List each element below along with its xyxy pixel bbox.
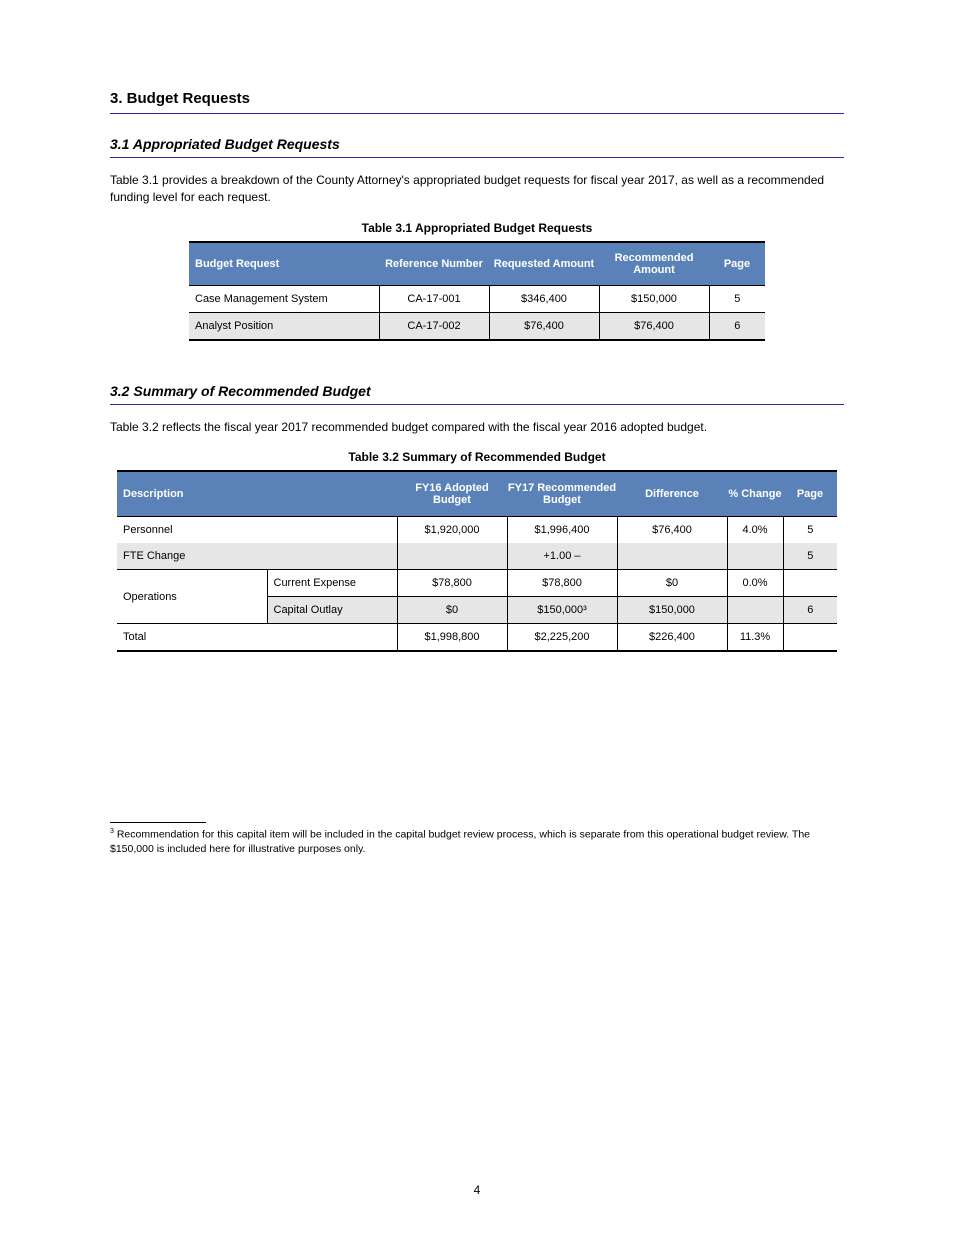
table-cell: Capital Outlay <box>267 597 397 624</box>
table-cell: $76,400 <box>617 517 727 544</box>
table-header-cell: Difference <box>617 471 727 517</box>
table-cell: $150,000 <box>599 285 709 312</box>
table-cell: $346,400 <box>489 285 599 312</box>
footnote: 3 Recommendation for this capital item w… <box>110 827 844 856</box>
table-cell <box>397 543 507 570</box>
table-cell: $78,800 <box>397 570 507 597</box>
table-cell <box>617 543 727 570</box>
footnotes: 3 Recommendation for this capital item w… <box>110 827 844 856</box>
table-cell: Total <box>117 624 397 652</box>
table-cell: $1,920,000 <box>397 517 507 544</box>
table-cell: $76,400 <box>599 312 709 340</box>
table-header-cell: Description <box>117 471 397 517</box>
table-header-cell: Page <box>709 242 765 286</box>
table-cell: +1.00 – <box>507 543 617 570</box>
table-cell: Case Management System <box>189 285 379 312</box>
subsection-3-1-text: Table 3.1 provides a breakdown of the Co… <box>110 172 844 207</box>
table-cell: Current Expense <box>267 570 397 597</box>
table-cell: $78,800 <box>507 570 617 597</box>
table-cell: $226,400 <box>617 624 727 652</box>
subsection-3-1-heading: 3.1 Appropriated Budget Requests <box>110 136 844 158</box>
table-cell: CA-17-001 <box>379 285 489 312</box>
table-cell: 4.0% <box>727 517 783 544</box>
table-appropriated-budget-requests: Budget RequestReference NumberRequested … <box>189 241 765 341</box>
table-cell: 11.3% <box>727 624 783 652</box>
table-cell: $76,400 <box>489 312 599 340</box>
table-cell: 5 <box>783 517 837 544</box>
page-number: 4 <box>0 1183 954 1197</box>
footnote-rule <box>110 822 206 823</box>
table-cell: $150,000³ <box>507 597 617 624</box>
table-header-cell: Recommended Amount <box>599 242 709 286</box>
section-title: 3. Budget Requests <box>110 90 844 114</box>
subsection-3-2-text: Table 3.2 reflects the fiscal year 2017 … <box>110 419 844 436</box>
table-header-cell: Budget Request <box>189 242 379 286</box>
table-cell: $0 <box>397 597 507 624</box>
table-header-cell: Requested Amount <box>489 242 599 286</box>
table-cell: Operations <box>117 570 267 624</box>
table-cell: $2,225,200 <box>507 624 617 652</box>
table-cell: $0 <box>617 570 727 597</box>
table-cell: FTE Change <box>117 543 397 570</box>
table-cell: $150,000 <box>617 597 727 624</box>
table-cell <box>783 570 837 597</box>
table-cell: CA-17-002 <box>379 312 489 340</box>
table-recommended-budget-summary: DescriptionFY16 Adopted BudgetFY17 Recom… <box>117 470 837 652</box>
table-header-cell: % Change <box>727 471 783 517</box>
table-cell: 5 <box>709 285 765 312</box>
table-cell: 0.0% <box>727 570 783 597</box>
table-header-cell: FY17 Recommended Budget <box>507 471 617 517</box>
table-cell: $1,996,400 <box>507 517 617 544</box>
table-cell: 5 <box>783 543 837 570</box>
table-cell <box>727 597 783 624</box>
table-cell <box>783 624 837 652</box>
subsection-3-2-heading: 3.2 Summary of Recommended Budget <box>110 383 844 405</box>
table-cell: Personnel <box>117 517 397 544</box>
table-3-1-caption: Table 3.1 Appropriated Budget Requests <box>110 221 844 235</box>
table-header-cell: Page <box>783 471 837 517</box>
table-cell <box>727 543 783 570</box>
table-cell: Analyst Position <box>189 312 379 340</box>
table-header-cell: FY16 Adopted Budget <box>397 471 507 517</box>
table-cell: 6 <box>709 312 765 340</box>
page: 3. Budget Requests 3.1 Appropriated Budg… <box>0 0 954 1235</box>
table-3-2-caption: Table 3.2 Summary of Recommended Budget <box>110 450 844 464</box>
table-cell: $1,998,800 <box>397 624 507 652</box>
table-header-cell: Reference Number <box>379 242 489 286</box>
table-cell: 6 <box>783 597 837 624</box>
